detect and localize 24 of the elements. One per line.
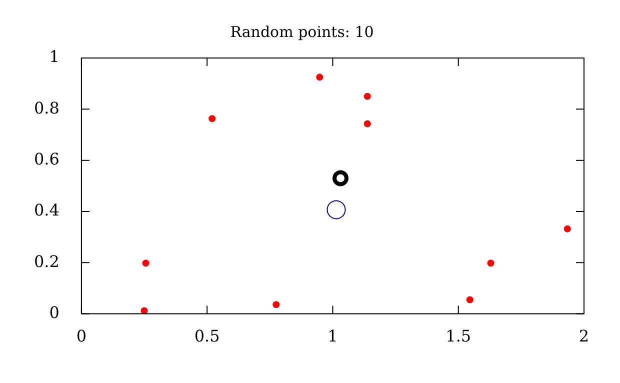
point	[326, 200, 346, 220]
point	[272, 301, 280, 308]
y-tick-label: 0	[49, 302, 60, 322]
point	[140, 307, 148, 314]
chart-title: Random points: 10	[230, 22, 374, 41]
y-tick-label: 0.2	[34, 252, 60, 271]
point	[142, 260, 150, 267]
x-tick-label: 1.5	[446, 326, 472, 346]
point	[564, 225, 571, 232]
point	[364, 120, 371, 128]
x-tick-label: 0.5	[194, 326, 220, 346]
point	[208, 115, 216, 122]
y-tick-label: 0.6	[34, 149, 60, 168]
y-tick-label: 0.8	[34, 98, 60, 118]
point	[332, 170, 349, 186]
x-tick-label: 2	[578, 326, 590, 346]
y-tick-label: 1	[49, 47, 60, 66]
point	[316, 74, 324, 81]
x-tick-label: 1	[328, 326, 338, 346]
y-tick-label: 0.4	[34, 200, 60, 220]
point	[487, 260, 494, 267]
point	[466, 296, 474, 304]
x-tick-label: 0	[76, 326, 87, 346]
point	[364, 92, 371, 100]
